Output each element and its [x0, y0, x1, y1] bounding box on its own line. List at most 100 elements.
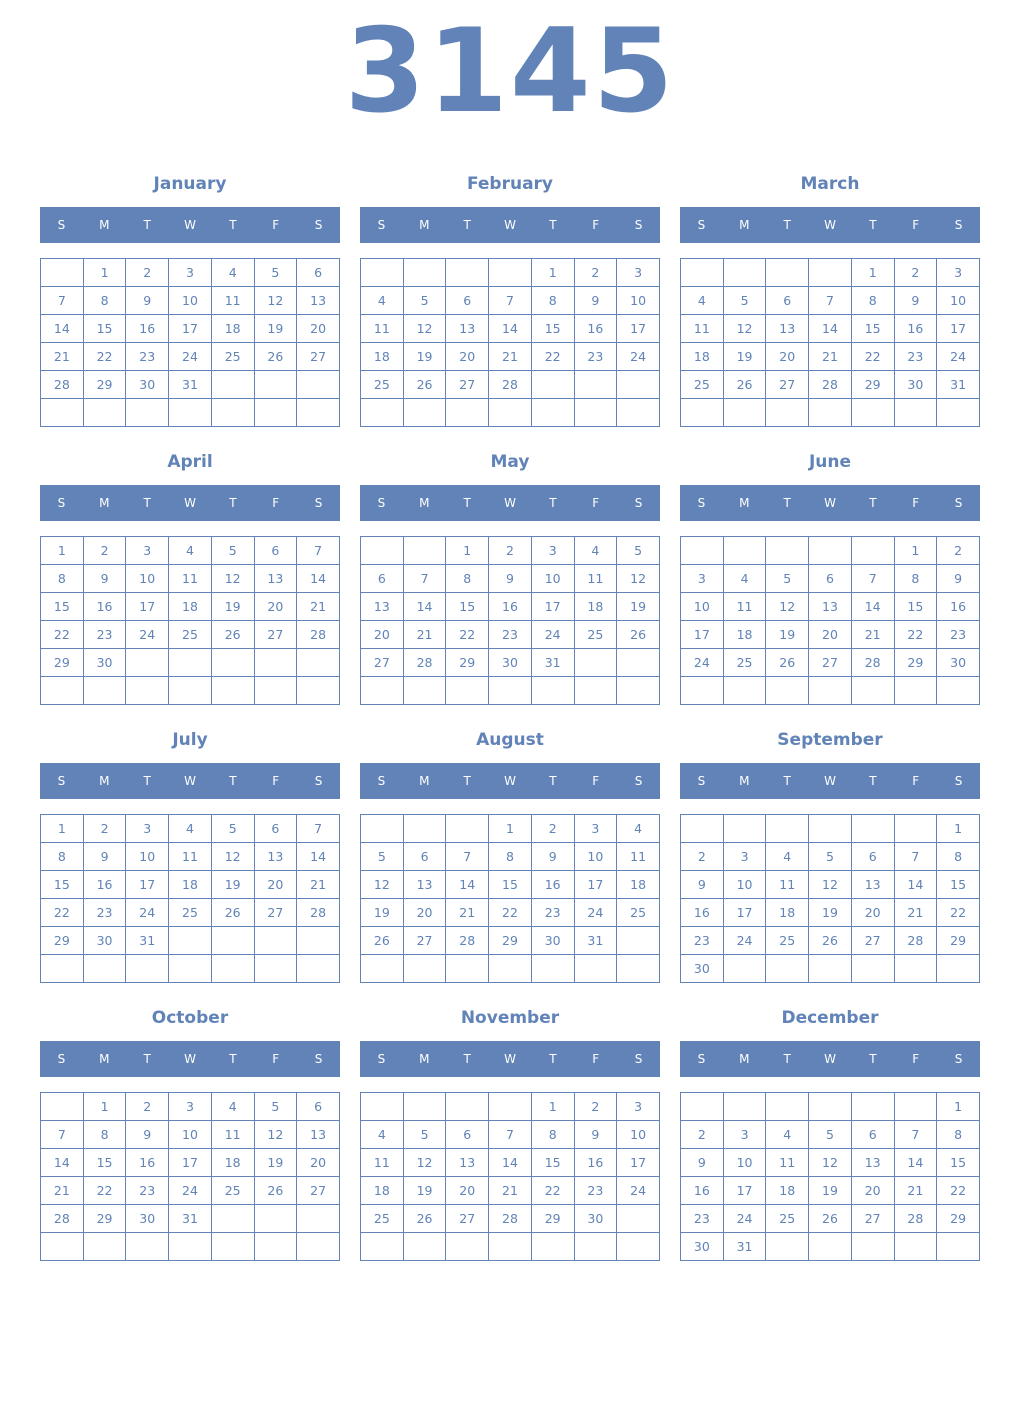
day-cell: 25	[210, 342, 255, 371]
month-title: June	[808, 452, 852, 472]
empty-cell	[850, 536, 895, 565]
day-cell: 3	[936, 258, 980, 287]
day-cell: 25	[573, 620, 618, 649]
day-cell: 19	[210, 592, 255, 621]
day-cell: 17	[573, 870, 618, 899]
week-row: 14 15 16 17 18 19 20	[40, 1148, 340, 1177]
empty-cell	[168, 954, 212, 983]
day-cell: 13	[253, 564, 298, 593]
day-cell: 22	[850, 342, 895, 371]
empty-cell	[210, 926, 255, 955]
empty-cell	[445, 398, 490, 427]
day-cell: 12	[808, 1148, 852, 1177]
day-cell: 27	[445, 1204, 490, 1233]
empty-cell	[210, 398, 255, 427]
weekday-label: F	[912, 774, 920, 788]
day-cell: 31	[573, 926, 618, 955]
day-cell: 18	[360, 1176, 404, 1205]
day-grid: 1 2 3 4 5 6 7 8 9 10 11 12 13 14 15 16 17 18 19 20 21 22 23 24 2…	[40, 258, 340, 427]
week-row	[680, 398, 980, 427]
day-cell: 21	[488, 342, 532, 371]
day-cell: 23	[573, 342, 618, 371]
day-cell: 10	[936, 286, 980, 315]
week-row: 29 30 31	[40, 926, 340, 955]
weekday-label: T	[463, 218, 471, 232]
day-cell: 27	[850, 926, 895, 955]
day-cell: 3	[616, 1092, 660, 1121]
day-cell: 12	[210, 842, 255, 871]
day-cell: 18	[722, 620, 767, 649]
day-cell: 4	[616, 814, 660, 843]
empty-cell	[402, 814, 447, 843]
day-cell: 23	[680, 1204, 724, 1233]
day-cell: 17	[125, 870, 170, 899]
day-cell: 5	[722, 286, 767, 315]
empty-cell	[402, 536, 447, 565]
day-grid: 1 2 3 4 5 6 7 8 9 10 11 12 13 14 15 16 17 18 19 20 21 22 23 24 2…	[680, 1092, 980, 1261]
day-cell: 4	[765, 1120, 810, 1149]
day-cell: 4	[765, 842, 810, 871]
empty-cell	[573, 954, 618, 983]
day-cell: 31	[125, 926, 170, 955]
empty-cell	[296, 926, 340, 955]
empty-cell	[616, 954, 660, 983]
weekday-label: S	[954, 1052, 963, 1066]
empty-cell	[808, 676, 852, 705]
day-cell: 19	[253, 314, 298, 343]
weekday-label: W	[184, 774, 196, 788]
week-row: 11 12 13 14 15 16 17	[360, 1148, 660, 1177]
day-grid: 1 2 3 4 5 6 7 8 9 10 11 12 13 14 15 16 17 18 19 20 21 22 23 24 2…	[680, 536, 980, 705]
day-cell: 6	[296, 1092, 340, 1121]
day-cell: 24	[573, 898, 618, 927]
day-cell: 16	[573, 1148, 618, 1177]
empty-cell	[722, 258, 767, 287]
day-cell: 27	[360, 648, 404, 677]
weekday-label: S	[634, 218, 643, 232]
day-cell: 25	[765, 926, 810, 955]
day-cell: 29	[936, 1204, 980, 1233]
day-cell: 21	[402, 620, 447, 649]
day-cell: 22	[530, 1176, 575, 1205]
weekday-label: F	[272, 218, 280, 232]
weekday-label: S	[634, 774, 643, 788]
empty-cell	[82, 676, 127, 705]
week-row: 28 29 30 31	[40, 370, 340, 399]
day-cell: 19	[808, 898, 852, 927]
day-cell: 27	[850, 1204, 895, 1233]
empty-cell	[253, 1232, 298, 1261]
empty-cell	[808, 1092, 852, 1121]
day-cell: 30	[680, 954, 724, 983]
day-cell: 8	[82, 286, 127, 315]
weekday-label: W	[184, 496, 196, 510]
empty-cell	[360, 536, 404, 565]
day-cell: 22	[445, 620, 490, 649]
day-cell: 9	[82, 564, 127, 593]
day-cell: 18	[765, 898, 810, 927]
day-cell: 22	[893, 620, 938, 649]
empty-cell	[360, 814, 404, 843]
day-cell: 5	[210, 536, 255, 565]
day-cell: 30	[125, 370, 170, 399]
weekday-label: S	[634, 1052, 643, 1066]
day-cell: 2	[573, 1092, 618, 1121]
empty-cell	[445, 954, 490, 983]
day-cell: 1	[530, 258, 575, 287]
day-cell: 9	[893, 286, 938, 315]
day-cell: 28	[488, 370, 532, 399]
empty-cell	[253, 926, 298, 955]
weekday-label: M	[419, 496, 430, 510]
day-cell: 16	[936, 592, 980, 621]
day-cell: 29	[40, 648, 84, 677]
empty-cell	[402, 258, 447, 287]
day-cell: 20	[445, 342, 490, 371]
day-cell: 18	[210, 1148, 255, 1177]
day-cell: 25	[168, 898, 212, 927]
day-cell: 21	[296, 592, 340, 621]
day-cell: 23	[893, 342, 938, 371]
day-cell: 10	[680, 592, 724, 621]
empty-cell	[722, 814, 767, 843]
week-row: 28 29 30 31	[40, 1204, 340, 1233]
day-cell: 8	[850, 286, 895, 315]
